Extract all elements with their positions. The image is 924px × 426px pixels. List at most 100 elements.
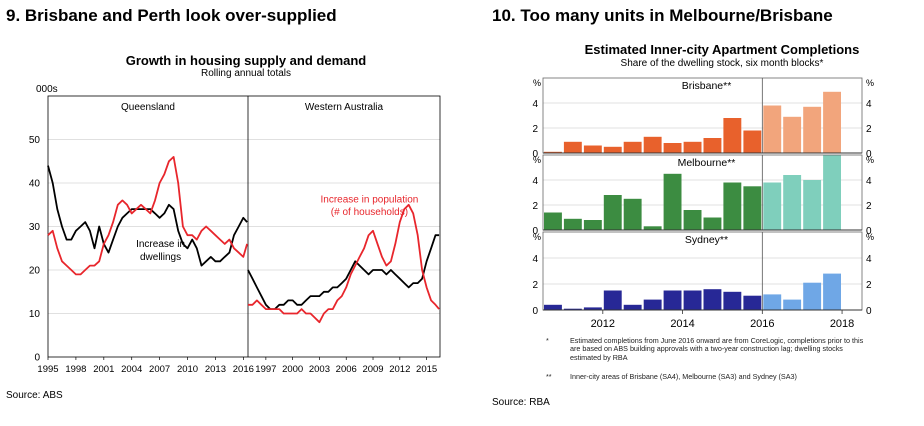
annotation-population-line2: (# of households) — [331, 207, 408, 218]
bar-brisbane-2 — [583, 145, 602, 153]
bar-melbourne-6 — [663, 173, 682, 231]
left-y-unit: 000s — [36, 84, 58, 95]
bar-melbourne-4 — [623, 198, 642, 231]
bar-melbourne-7 — [683, 210, 702, 230]
bar-melbourne-13 — [803, 180, 822, 230]
bar-melbourne-8 — [703, 217, 722, 230]
bar-sydney-8 — [703, 289, 722, 310]
y-tick-label-left: 2 — [532, 124, 538, 135]
y-tick-label-right: 4 — [866, 254, 872, 265]
bar-sydney-5 — [643, 299, 662, 310]
y-tick-label: 40 — [29, 179, 41, 190]
x-tick-label: 2001 — [93, 364, 114, 375]
left-chart-title: Growth in housing supply and demand — [125, 53, 367, 68]
footnote-2: Inner-city areas of Brisbane (SA4), Melb… — [570, 372, 797, 381]
bar-brisbane-10 — [743, 130, 762, 153]
panel-label-western-australia: Western Australia — [305, 102, 384, 113]
y-tick-label: 30 — [29, 222, 41, 233]
bar-sydney-4 — [623, 304, 642, 310]
y-tick-label-left: 0 — [532, 306, 538, 317]
bar-brisbane-14 — [823, 91, 841, 154]
panel-label-melbourne: Melbourne** — [678, 157, 736, 169]
y-tick-label-left: 0 — [532, 149, 538, 160]
bar-melbourne-5 — [643, 226, 662, 231]
bar-sydney-10 — [743, 295, 762, 310]
x-tick-label: 2012 — [591, 318, 615, 330]
y-tick-label-right: 0 — [866, 149, 872, 160]
line-queensland-increase-in-population-of-households — [47, 155, 248, 276]
bar-melbourne-0 — [544, 212, 562, 230]
left-series — [47, 155, 440, 324]
x-tick-label: 2003 — [309, 364, 330, 375]
unit-left: % — [533, 232, 541, 242]
bar-brisbane-9 — [723, 118, 742, 153]
x-tick-label: 2000 — [282, 364, 303, 375]
right-heading: 10. Too many units in Melbourne/Brisbane — [492, 6, 833, 25]
footnote-1-mark: * — [546, 336, 549, 345]
bar-sydney-0 — [544, 304, 562, 310]
bar-brisbane-4 — [623, 141, 642, 154]
left-plot-frame — [47, 95, 441, 358]
x-tick-label: 2014 — [670, 318, 694, 330]
annotation-dwellings-line2: dwellings — [140, 252, 181, 263]
y-tick-label-left: 0 — [532, 226, 538, 237]
x-tick-label: 2009 — [362, 364, 383, 375]
bar-sydney-7 — [683, 290, 702, 310]
right-source: Source: RBA — [492, 397, 550, 408]
bar-brisbane-13 — [803, 106, 822, 154]
right-axis-labels: 0 0 2 2 4 4% % Brisbane** 0 0 2 2 4 4% % Melbourne** 0 0 2… — [532, 78, 874, 330]
bar-sydney-3 — [603, 290, 622, 310]
bar-brisbane-3 — [603, 146, 622, 154]
y-tick-label: 50 — [29, 135, 41, 146]
bar-brisbane-11 — [763, 105, 782, 153]
bar-melbourne-3 — [603, 195, 622, 230]
y-tick-label: 0 — [34, 353, 40, 364]
bar-sydney-2 — [583, 307, 602, 310]
annotation-population-line1: Increase in population — [321, 195, 419, 206]
bar-sydney-9 — [723, 291, 742, 310]
y-tick-label-right: 0 — [866, 306, 872, 317]
y-tick-label-right: 4 — [866, 99, 872, 110]
bar-melbourne-10 — [743, 186, 762, 231]
bar-melbourne-11 — [763, 182, 782, 230]
x-tick-label: 2007 — [149, 364, 170, 375]
y-tick-label: 20 — [29, 266, 41, 277]
bar-brisbane-7 — [683, 141, 702, 154]
left-axis-labels: 0 10 20 30 40 50 1995 1998 2001 2004 2007 2010 2013 2… — [29, 135, 437, 375]
y-tick-label-left: 4 — [532, 254, 538, 265]
bar-sydney-14 — [823, 273, 841, 310]
bar-sydney-1 — [563, 308, 582, 310]
bar-brisbane-8 — [703, 138, 722, 153]
bar-melbourne-12 — [783, 175, 802, 230]
y-tick-label-left: 4 — [532, 99, 538, 110]
left-chart: 000s Queensland Western Australia 0 10 20 3… — [29, 84, 441, 375]
x-tick-label: 2016 — [233, 364, 254, 375]
annotation-dwellings-line1: Increase in — [136, 239, 185, 250]
unit-left: % — [533, 78, 541, 88]
panel-label-sydney: Sydney** — [685, 234, 728, 246]
x-tick-label: 1995 — [37, 364, 58, 375]
bar-brisbane-5 — [643, 136, 662, 154]
x-tick-label: 2016 — [750, 318, 774, 330]
y-tick-label-left: 2 — [532, 280, 538, 291]
y-tick-label: 10 — [29, 309, 41, 320]
x-tick-label: 2004 — [121, 364, 142, 375]
panel-label-queensland: Queensland — [121, 102, 175, 113]
y-tick-label-right: 0 — [866, 226, 872, 237]
left-source: Source: ABS — [6, 390, 63, 401]
bar-brisbane-6 — [663, 143, 682, 153]
x-tick-label: 2010 — [177, 364, 198, 375]
footnote-1: Estimated completions from June 2016 onw… — [570, 336, 864, 362]
panel-label-brisbane: Brisbane** — [682, 80, 732, 92]
right-bars — [544, 91, 841, 310]
bar-melbourne-1 — [563, 218, 582, 231]
unit-right: % — [866, 232, 874, 242]
x-tick-label: 2018 — [830, 318, 854, 330]
bar-sydney-12 — [783, 299, 802, 310]
line-queensland-increase-in-dwellings — [47, 165, 248, 267]
y-tick-label-right: 2 — [866, 280, 872, 291]
bar-melbourne-14 — [823, 155, 841, 230]
right-chart-title: Estimated Inner-city Apartment Completio… — [584, 42, 860, 57]
line-western-australia-increase-in-dwellings — [247, 234, 440, 311]
unit-left: % — [533, 155, 541, 165]
